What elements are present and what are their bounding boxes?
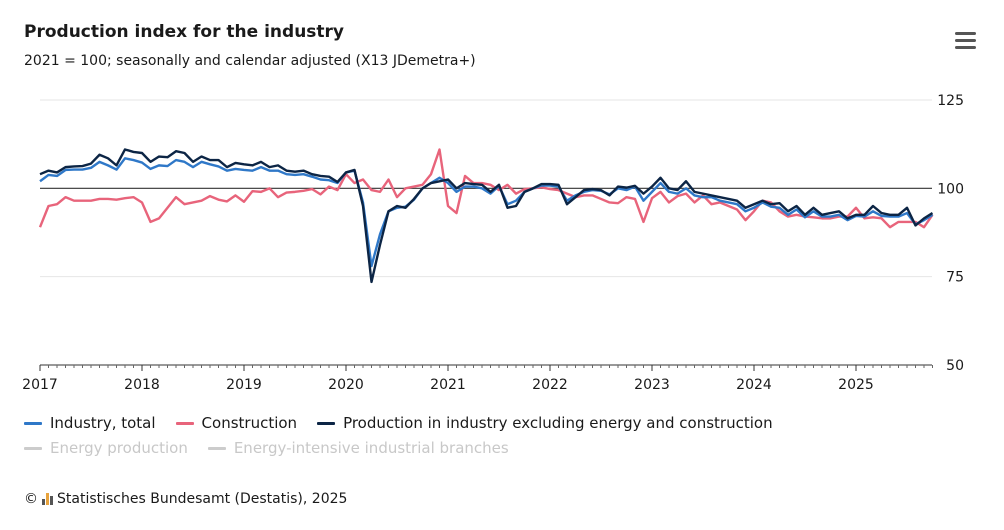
x-tick-label: 2017 bbox=[22, 377, 58, 393]
legend-swatch bbox=[207, 446, 226, 450]
y-tick-label: 75 bbox=[946, 270, 964, 286]
legend-row-2: Energy production Energy-intensive indus… bbox=[24, 439, 509, 457]
legend-label: Energy-intensive industrial branches bbox=[233, 439, 509, 457]
legend-label: Industry, total bbox=[50, 414, 156, 432]
credits: © Statistisches Bundesamt (Destatis), 20… bbox=[24, 491, 347, 507]
y-tick-label: 50 bbox=[946, 358, 964, 374]
legend-item-energy-intensive[interactable]: Energy-intensive industrial branches bbox=[207, 439, 509, 457]
series-construction bbox=[38, 148, 934, 229]
x-tick-label: 2018 bbox=[124, 377, 160, 393]
y-tick-label: 100 bbox=[937, 181, 964, 197]
y-tick-label: 125 bbox=[937, 93, 964, 109]
series-excl-energy-construction bbox=[39, 148, 934, 284]
legend-label: Energy production bbox=[50, 439, 188, 457]
legend-swatch bbox=[317, 421, 336, 425]
chart-title: Production index for the industry bbox=[24, 22, 345, 42]
hamburger-menu-icon[interactable] bbox=[955, 32, 976, 50]
legend-item-construction[interactable]: Construction bbox=[175, 414, 298, 432]
legend-swatch bbox=[175, 421, 194, 425]
destatis-logo-icon bbox=[42, 493, 53, 505]
legend-swatch bbox=[24, 421, 42, 425]
x-tick-label: 2019 bbox=[226, 377, 262, 393]
legend-swatch bbox=[24, 446, 42, 450]
legend-item-industry-total[interactable]: Industry, total bbox=[24, 414, 156, 432]
copyright-symbol: © bbox=[24, 491, 38, 507]
legend-item-excl-energy-construction[interactable]: Production in industry excluding energy … bbox=[317, 414, 773, 432]
legend-label: Production in industry excluding energy … bbox=[343, 414, 773, 432]
x-tick-label: 2024 bbox=[736, 377, 772, 393]
legend-row-1: Industry, total Construction Production … bbox=[24, 414, 773, 432]
x-tick-label: 2020 bbox=[328, 377, 364, 393]
x-tick-label: 2023 bbox=[634, 377, 670, 393]
x-tick-label: 2022 bbox=[532, 377, 568, 393]
credits-text: Statistisches Bundesamt (Destatis), 2025 bbox=[57, 491, 348, 507]
legend-label: Construction bbox=[201, 414, 298, 432]
legend-item-energy-production[interactable]: Energy production bbox=[24, 439, 188, 457]
x-tick-label: 2021 bbox=[430, 377, 466, 393]
series-industry-total bbox=[39, 157, 934, 268]
x-tick-label: 2025 bbox=[838, 377, 874, 393]
chart-subtitle: 2021 = 100; seasonally and calendar adju… bbox=[24, 53, 476, 69]
